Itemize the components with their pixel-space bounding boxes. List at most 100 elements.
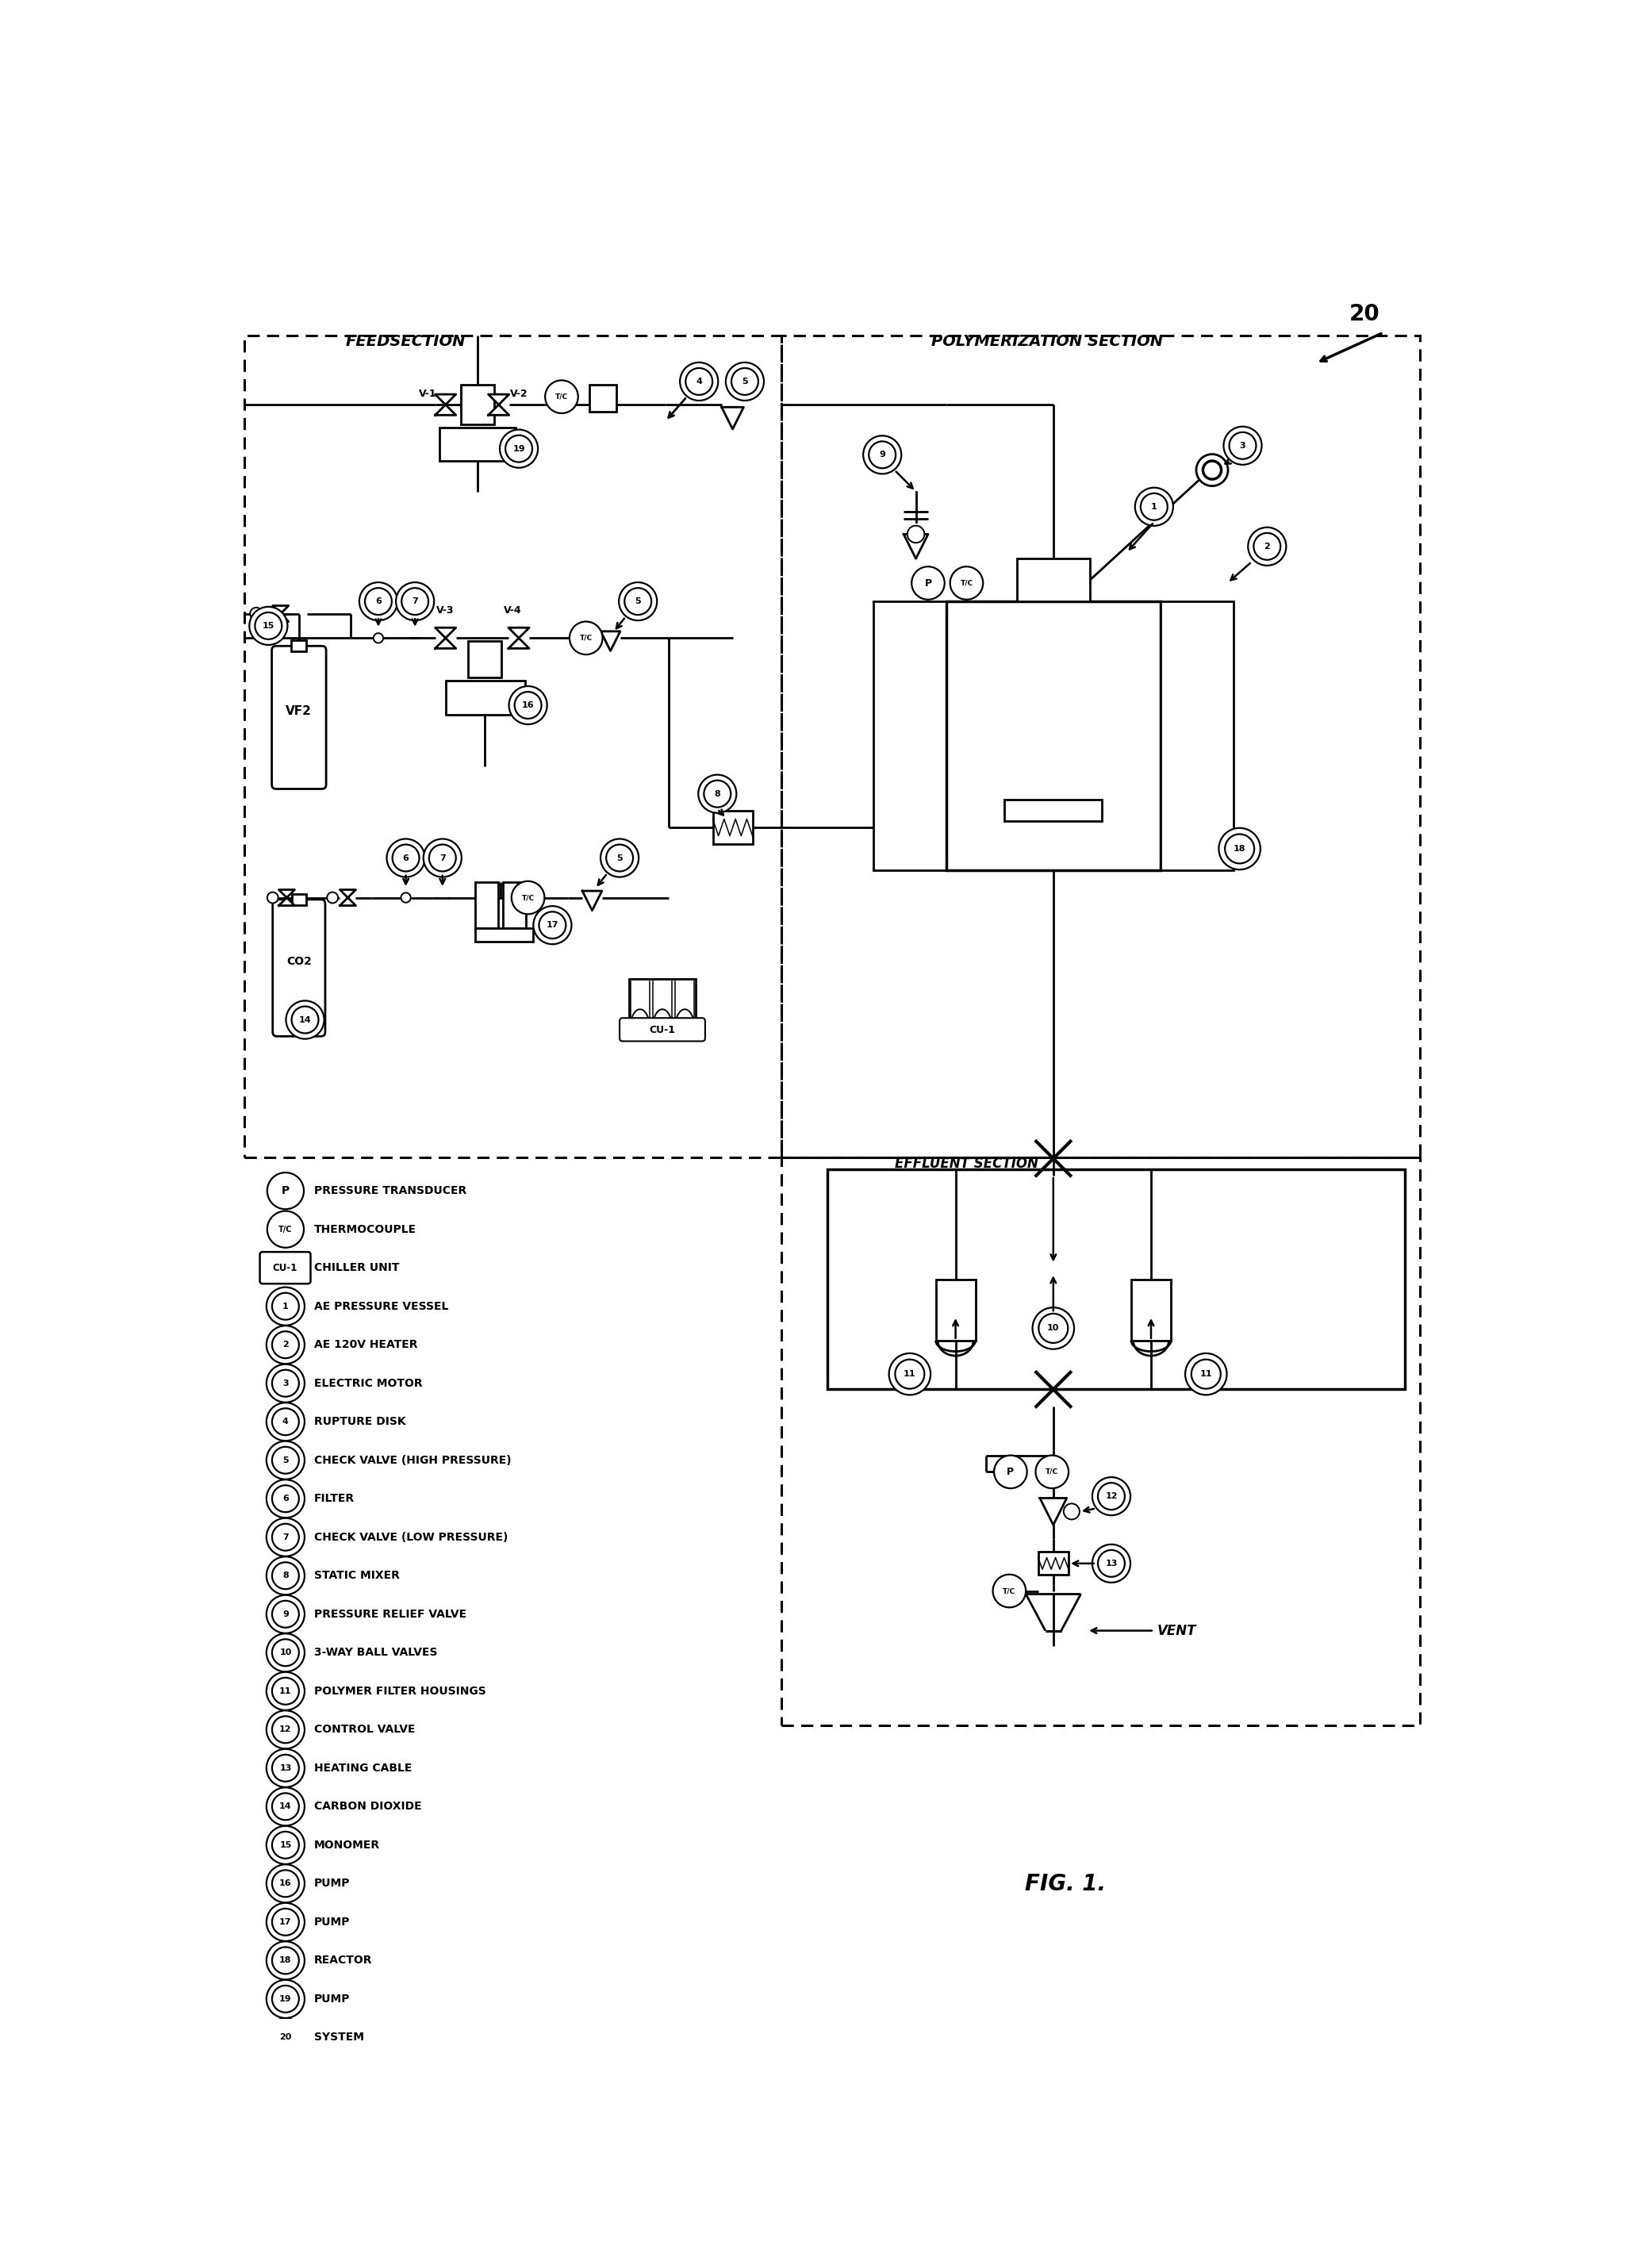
Text: T/C: T/C	[1003, 1588, 1016, 1594]
Text: 16: 16	[521, 701, 535, 710]
Circle shape	[266, 1672, 305, 1710]
Circle shape	[267, 1211, 304, 1247]
Circle shape	[731, 367, 759, 395]
Circle shape	[1033, 1306, 1074, 1349]
Bar	[439, 426, 516, 460]
Text: 11: 11	[279, 1687, 292, 1694]
Circle shape	[533, 905, 571, 943]
Circle shape	[267, 891, 279, 903]
Circle shape	[267, 1173, 304, 1209]
Text: 5: 5	[282, 1456, 289, 1465]
Circle shape	[544, 381, 577, 413]
Circle shape	[272, 1293, 299, 1320]
Text: 18: 18	[279, 1957, 292, 1964]
Text: 2: 2	[1264, 542, 1270, 551]
Text: PUMP: PUMP	[314, 1916, 350, 1928]
Text: 5: 5	[617, 855, 622, 862]
Polygon shape	[1040, 1499, 1068, 1524]
Text: 13: 13	[1106, 1560, 1117, 1567]
Text: THERMOCOUPLE: THERMOCOUPLE	[314, 1225, 417, 1234]
Text: 11: 11	[904, 1370, 916, 1379]
Circle shape	[396, 583, 434, 621]
Circle shape	[386, 839, 426, 878]
Circle shape	[266, 1288, 305, 1325]
Text: V-3: V-3	[437, 606, 454, 615]
Circle shape	[908, 526, 924, 542]
Text: T/C: T/C	[279, 1225, 292, 1234]
Bar	[873, 601, 947, 871]
Text: CU-1: CU-1	[650, 1025, 675, 1036]
Text: SYSTEM: SYSTEM	[314, 2032, 365, 2043]
Circle shape	[272, 1678, 299, 1706]
Circle shape	[1092, 1545, 1130, 1583]
Circle shape	[272, 1794, 299, 1819]
Circle shape	[1196, 454, 1228, 485]
Text: PRESSURE TRANSDUCER: PRESSURE TRANSDUCER	[314, 1186, 467, 1198]
Circle shape	[1203, 460, 1221, 479]
Circle shape	[266, 1556, 305, 1594]
Bar	[292, 640, 307, 651]
Text: 18: 18	[1234, 844, 1246, 853]
Bar	[1016, 558, 1091, 601]
Bar	[244, 336, 782, 1157]
Text: 8: 8	[714, 789, 721, 798]
Circle shape	[272, 1640, 299, 1667]
Circle shape	[508, 687, 548, 723]
Text: AE 120V HEATER: AE 120V HEATER	[314, 1338, 417, 1349]
Text: CHECK VALVE (HIGH PRESSURE): CHECK VALVE (HIGH PRESSURE)	[314, 1454, 511, 1465]
Text: POLYMERIZATION SECTION: POLYMERIZATION SECTION	[931, 333, 1163, 349]
Polygon shape	[279, 889, 295, 905]
Bar	[446, 680, 525, 714]
Text: 3: 3	[282, 1379, 289, 1388]
Text: CHECK VALVE (LOW PRESSURE): CHECK VALVE (LOW PRESSURE)	[314, 1531, 508, 1542]
Bar	[782, 336, 1419, 1157]
Circle shape	[272, 1447, 299, 1474]
Circle shape	[365, 587, 391, 615]
Circle shape	[272, 1524, 299, 1551]
Polygon shape	[508, 628, 530, 649]
Text: CONTROL VALVE: CONTROL VALVE	[314, 1724, 416, 1735]
Circle shape	[863, 435, 901, 474]
Polygon shape	[904, 535, 927, 558]
Circle shape	[1229, 433, 1256, 458]
Bar	[782, 1157, 1419, 1726]
Bar	[475, 882, 498, 928]
Text: T/C: T/C	[521, 894, 535, 900]
Circle shape	[266, 1440, 305, 1479]
Polygon shape	[582, 891, 602, 909]
Circle shape	[266, 1980, 305, 2019]
Circle shape	[272, 1871, 299, 1896]
Circle shape	[266, 1903, 305, 1941]
Circle shape	[911, 567, 944, 599]
Circle shape	[272, 1755, 299, 1783]
Circle shape	[360, 583, 398, 621]
Text: 19: 19	[279, 1996, 292, 2003]
Circle shape	[424, 839, 462, 878]
Text: 15: 15	[262, 621, 274, 631]
Circle shape	[272, 1370, 299, 1397]
Text: REACTOR: REACTOR	[314, 1955, 373, 1966]
Text: HEATING CABLE: HEATING CABLE	[314, 1762, 412, 1774]
Circle shape	[505, 435, 533, 463]
Polygon shape	[272, 606, 289, 621]
Circle shape	[686, 367, 713, 395]
Circle shape	[266, 1941, 305, 1980]
Text: 7: 7	[282, 1533, 289, 1542]
Text: EFFLUENT SECTION: EFFLUENT SECTION	[894, 1157, 1038, 1170]
FancyBboxPatch shape	[620, 1018, 705, 1041]
Circle shape	[272, 1717, 299, 1744]
Circle shape	[680, 363, 718, 401]
Text: PRESSURE RELIEF VALVE: PRESSURE RELIEF VALVE	[314, 1608, 467, 1619]
Text: 2: 2	[282, 1340, 289, 1349]
Circle shape	[500, 429, 538, 467]
Circle shape	[624, 587, 652, 615]
Text: PUMP: PUMP	[314, 1878, 350, 1889]
Bar	[1132, 1279, 1172, 1340]
Circle shape	[1224, 426, 1262, 465]
Circle shape	[429, 844, 455, 871]
Text: ELECTRIC MOTOR: ELECTRIC MOTOR	[314, 1377, 422, 1388]
Circle shape	[266, 1710, 305, 1749]
Text: 13: 13	[279, 1765, 292, 1771]
Text: 3: 3	[1239, 442, 1246, 449]
Text: 10: 10	[279, 1649, 292, 1656]
